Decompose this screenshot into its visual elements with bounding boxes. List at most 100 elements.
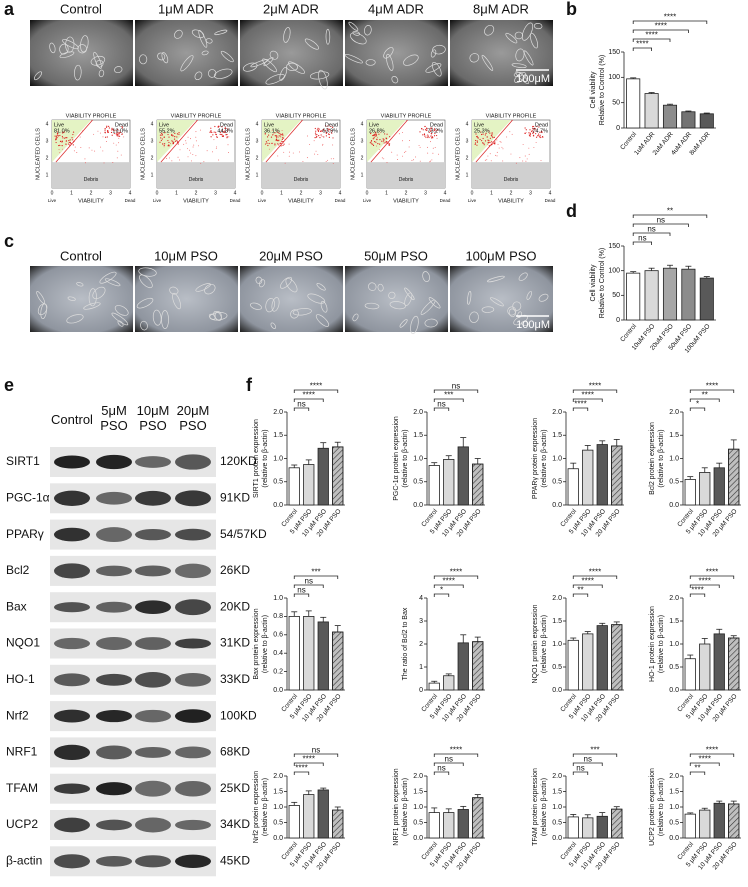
cell bbox=[104, 278, 121, 287]
y-tick-label: 2.0 bbox=[552, 773, 562, 780]
cell bbox=[514, 72, 527, 83]
event-dot bbox=[72, 139, 74, 141]
significance-label: ns bbox=[657, 216, 665, 225]
y-tick-label: 0.5 bbox=[669, 479, 679, 486]
debris-label: Debris bbox=[294, 177, 309, 183]
blot-band bbox=[175, 563, 211, 579]
significance-bracket bbox=[293, 762, 324, 766]
y-tick-label: 1.0 bbox=[552, 804, 562, 811]
event-dot bbox=[431, 159, 433, 161]
event-dot bbox=[378, 149, 380, 151]
event-dot bbox=[215, 131, 217, 133]
y-axis-label: NQO1 protein expression bbox=[532, 604, 539, 683]
dead-label: Dead bbox=[535, 122, 548, 128]
cell bbox=[383, 47, 394, 59]
blot-band bbox=[135, 456, 171, 468]
blot-band bbox=[96, 819, 132, 831]
cell bbox=[467, 290, 472, 305]
protein-size: 26KD bbox=[220, 563, 250, 577]
event-dot bbox=[376, 145, 378, 147]
blot-band bbox=[175, 819, 211, 831]
flow-y-tick: 4 bbox=[466, 121, 469, 127]
event-dot bbox=[481, 142, 484, 144]
event-dot bbox=[411, 159, 413, 161]
event-dot bbox=[264, 133, 266, 135]
event-dot bbox=[70, 142, 72, 145]
y-tick-label: 0.5 bbox=[669, 819, 679, 826]
event-dot bbox=[274, 135, 276, 137]
cell bbox=[59, 51, 75, 59]
bar bbox=[713, 633, 725, 691]
event-dot bbox=[107, 130, 109, 132]
significance-label: ns bbox=[452, 382, 460, 391]
blot-band bbox=[135, 600, 171, 615]
live-label: Live bbox=[159, 122, 169, 128]
event-dot bbox=[222, 131, 224, 133]
gate-line bbox=[370, 119, 408, 163]
event-dot bbox=[489, 137, 491, 139]
gate-line bbox=[475, 119, 513, 163]
event-dot bbox=[318, 128, 320, 130]
event-dot bbox=[333, 158, 335, 160]
blot-band bbox=[175, 854, 211, 868]
event-dot bbox=[210, 127, 212, 129]
event-dot bbox=[315, 134, 317, 136]
event-dot bbox=[72, 144, 74, 146]
significance-bracket bbox=[433, 389, 479, 393]
bar bbox=[684, 658, 696, 691]
event-dot bbox=[228, 152, 229, 154]
y-tick-label: 0.0 bbox=[413, 835, 423, 842]
flow-x-tick: 2 bbox=[90, 190, 93, 196]
event-dot bbox=[485, 132, 487, 135]
flow-title: VIABILITY PROFILE bbox=[66, 113, 117, 119]
event-dot bbox=[88, 147, 90, 149]
event-dot bbox=[540, 136, 542, 139]
event-dot bbox=[281, 140, 283, 142]
y-axis-label: HO-1 protein expression bbox=[649, 606, 656, 682]
event-dot bbox=[388, 143, 391, 145]
event-dot bbox=[69, 144, 71, 146]
cell bbox=[92, 286, 106, 300]
y-tick-label: 2.0 bbox=[669, 773, 679, 780]
event-dot bbox=[385, 141, 387, 143]
protein-label: Bcl2 bbox=[6, 563, 30, 577]
event-dot bbox=[325, 160, 327, 162]
y-tick-label: 0.5 bbox=[273, 819, 283, 826]
blot-band bbox=[96, 673, 132, 686]
scale-label: 100μM bbox=[516, 73, 550, 85]
event-dot bbox=[272, 133, 274, 135]
cell bbox=[111, 312, 129, 326]
event-dot bbox=[480, 133, 483, 136]
event-dot bbox=[116, 131, 118, 133]
cell bbox=[263, 57, 274, 67]
event-dot bbox=[113, 132, 115, 135]
significance-bracket bbox=[433, 593, 450, 597]
event-dot bbox=[107, 131, 109, 133]
event-dot bbox=[299, 151, 301, 153]
event-dot bbox=[62, 148, 63, 150]
event-dot bbox=[491, 132, 493, 134]
cell bbox=[161, 52, 169, 64]
event-dot bbox=[289, 151, 291, 153]
blot-band bbox=[96, 637, 132, 650]
flow-y-tick: 1 bbox=[256, 172, 259, 178]
cell bbox=[505, 32, 518, 44]
cell bbox=[377, 283, 384, 292]
event-dot bbox=[317, 130, 320, 132]
event-dot bbox=[282, 136, 284, 139]
significance-label: **** bbox=[450, 746, 462, 755]
bar bbox=[644, 93, 659, 129]
flow-x-tick: 0 bbox=[366, 190, 369, 196]
significance-label: **** bbox=[706, 568, 718, 577]
event-dot bbox=[94, 150, 96, 152]
cell bbox=[152, 309, 162, 326]
cell bbox=[174, 29, 183, 39]
bar bbox=[699, 809, 711, 839]
bar bbox=[428, 682, 440, 691]
event-dot bbox=[375, 141, 377, 143]
cell bbox=[364, 302, 380, 310]
event-dot bbox=[176, 133, 179, 135]
flow-x-tick: 0 bbox=[156, 190, 159, 196]
event-dot bbox=[525, 132, 527, 133]
